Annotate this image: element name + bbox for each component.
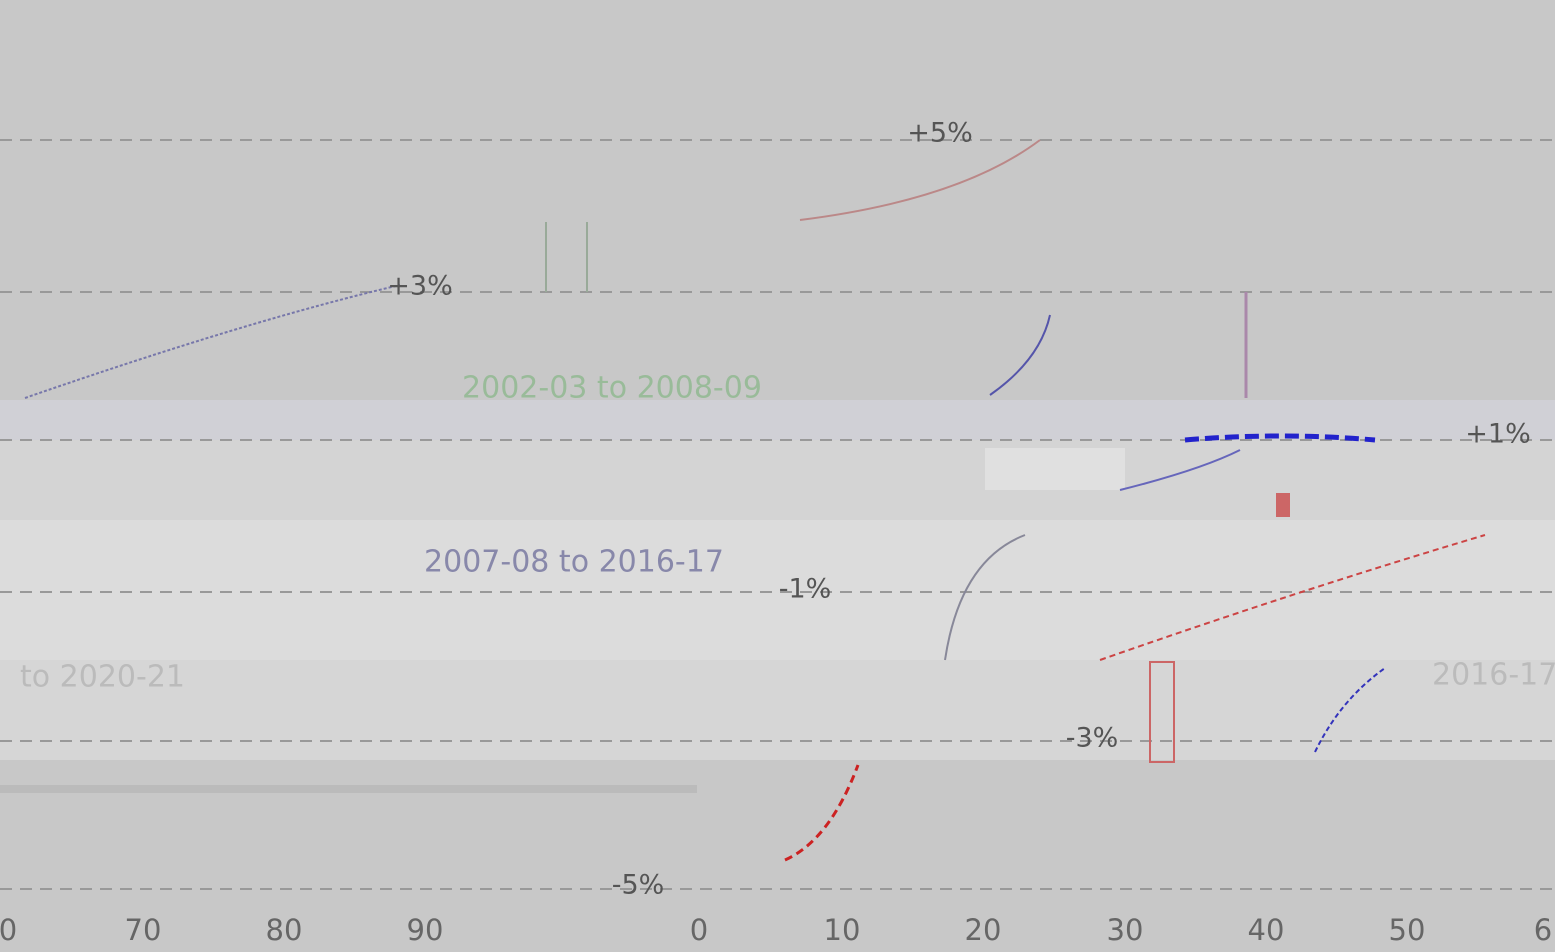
grid-label: +1% bbox=[1465, 419, 1530, 450]
x-tick-label: 90 bbox=[407, 913, 444, 947]
curve bbox=[1099, 534, 1486, 661]
annotation: 2007-08 to 2016-17 bbox=[424, 545, 724, 580]
curve bbox=[1314, 667, 1386, 753]
annotation: 2002-03 to 2008-09 bbox=[462, 371, 762, 406]
x-tick-label: 20 bbox=[965, 913, 1002, 947]
curve bbox=[799, 139, 1041, 221]
band bbox=[0, 520, 1555, 660]
grid-label: +3% bbox=[387, 271, 452, 302]
x-tick-label: 0 bbox=[0, 913, 17, 947]
grid-label: -5% bbox=[612, 870, 665, 901]
annotation: 2016-17 bbox=[1432, 658, 1555, 693]
annotation: to 2020-21 bbox=[20, 660, 185, 695]
marker bbox=[1276, 493, 1290, 517]
x-tick-label: 70 bbox=[125, 913, 162, 947]
grid-label: +5% bbox=[907, 118, 972, 149]
x-tick-label: 10 bbox=[824, 913, 861, 947]
marker bbox=[1149, 661, 1175, 763]
band bbox=[0, 440, 1555, 520]
curve bbox=[24, 284, 401, 399]
x-tick-label: 0 bbox=[690, 913, 708, 947]
x-tick-label: 30 bbox=[1107, 913, 1144, 947]
strip bbox=[0, 785, 697, 793]
x-tick-label: 6 bbox=[1534, 913, 1552, 947]
curve bbox=[784, 764, 860, 862]
curve bbox=[944, 534, 1026, 661]
x-tick-label: 40 bbox=[1248, 913, 1285, 947]
band bbox=[0, 660, 1555, 760]
x-tick-label: 50 bbox=[1389, 913, 1426, 947]
curve bbox=[1119, 449, 1241, 491]
grid-label: -1% bbox=[779, 574, 832, 605]
curve bbox=[989, 314, 1051, 396]
band bbox=[0, 400, 1555, 440]
curve bbox=[1184, 433, 1376, 443]
panel bbox=[985, 448, 1125, 490]
x-tick-label: 80 bbox=[266, 913, 303, 947]
grid-label: -3% bbox=[1066, 723, 1119, 754]
